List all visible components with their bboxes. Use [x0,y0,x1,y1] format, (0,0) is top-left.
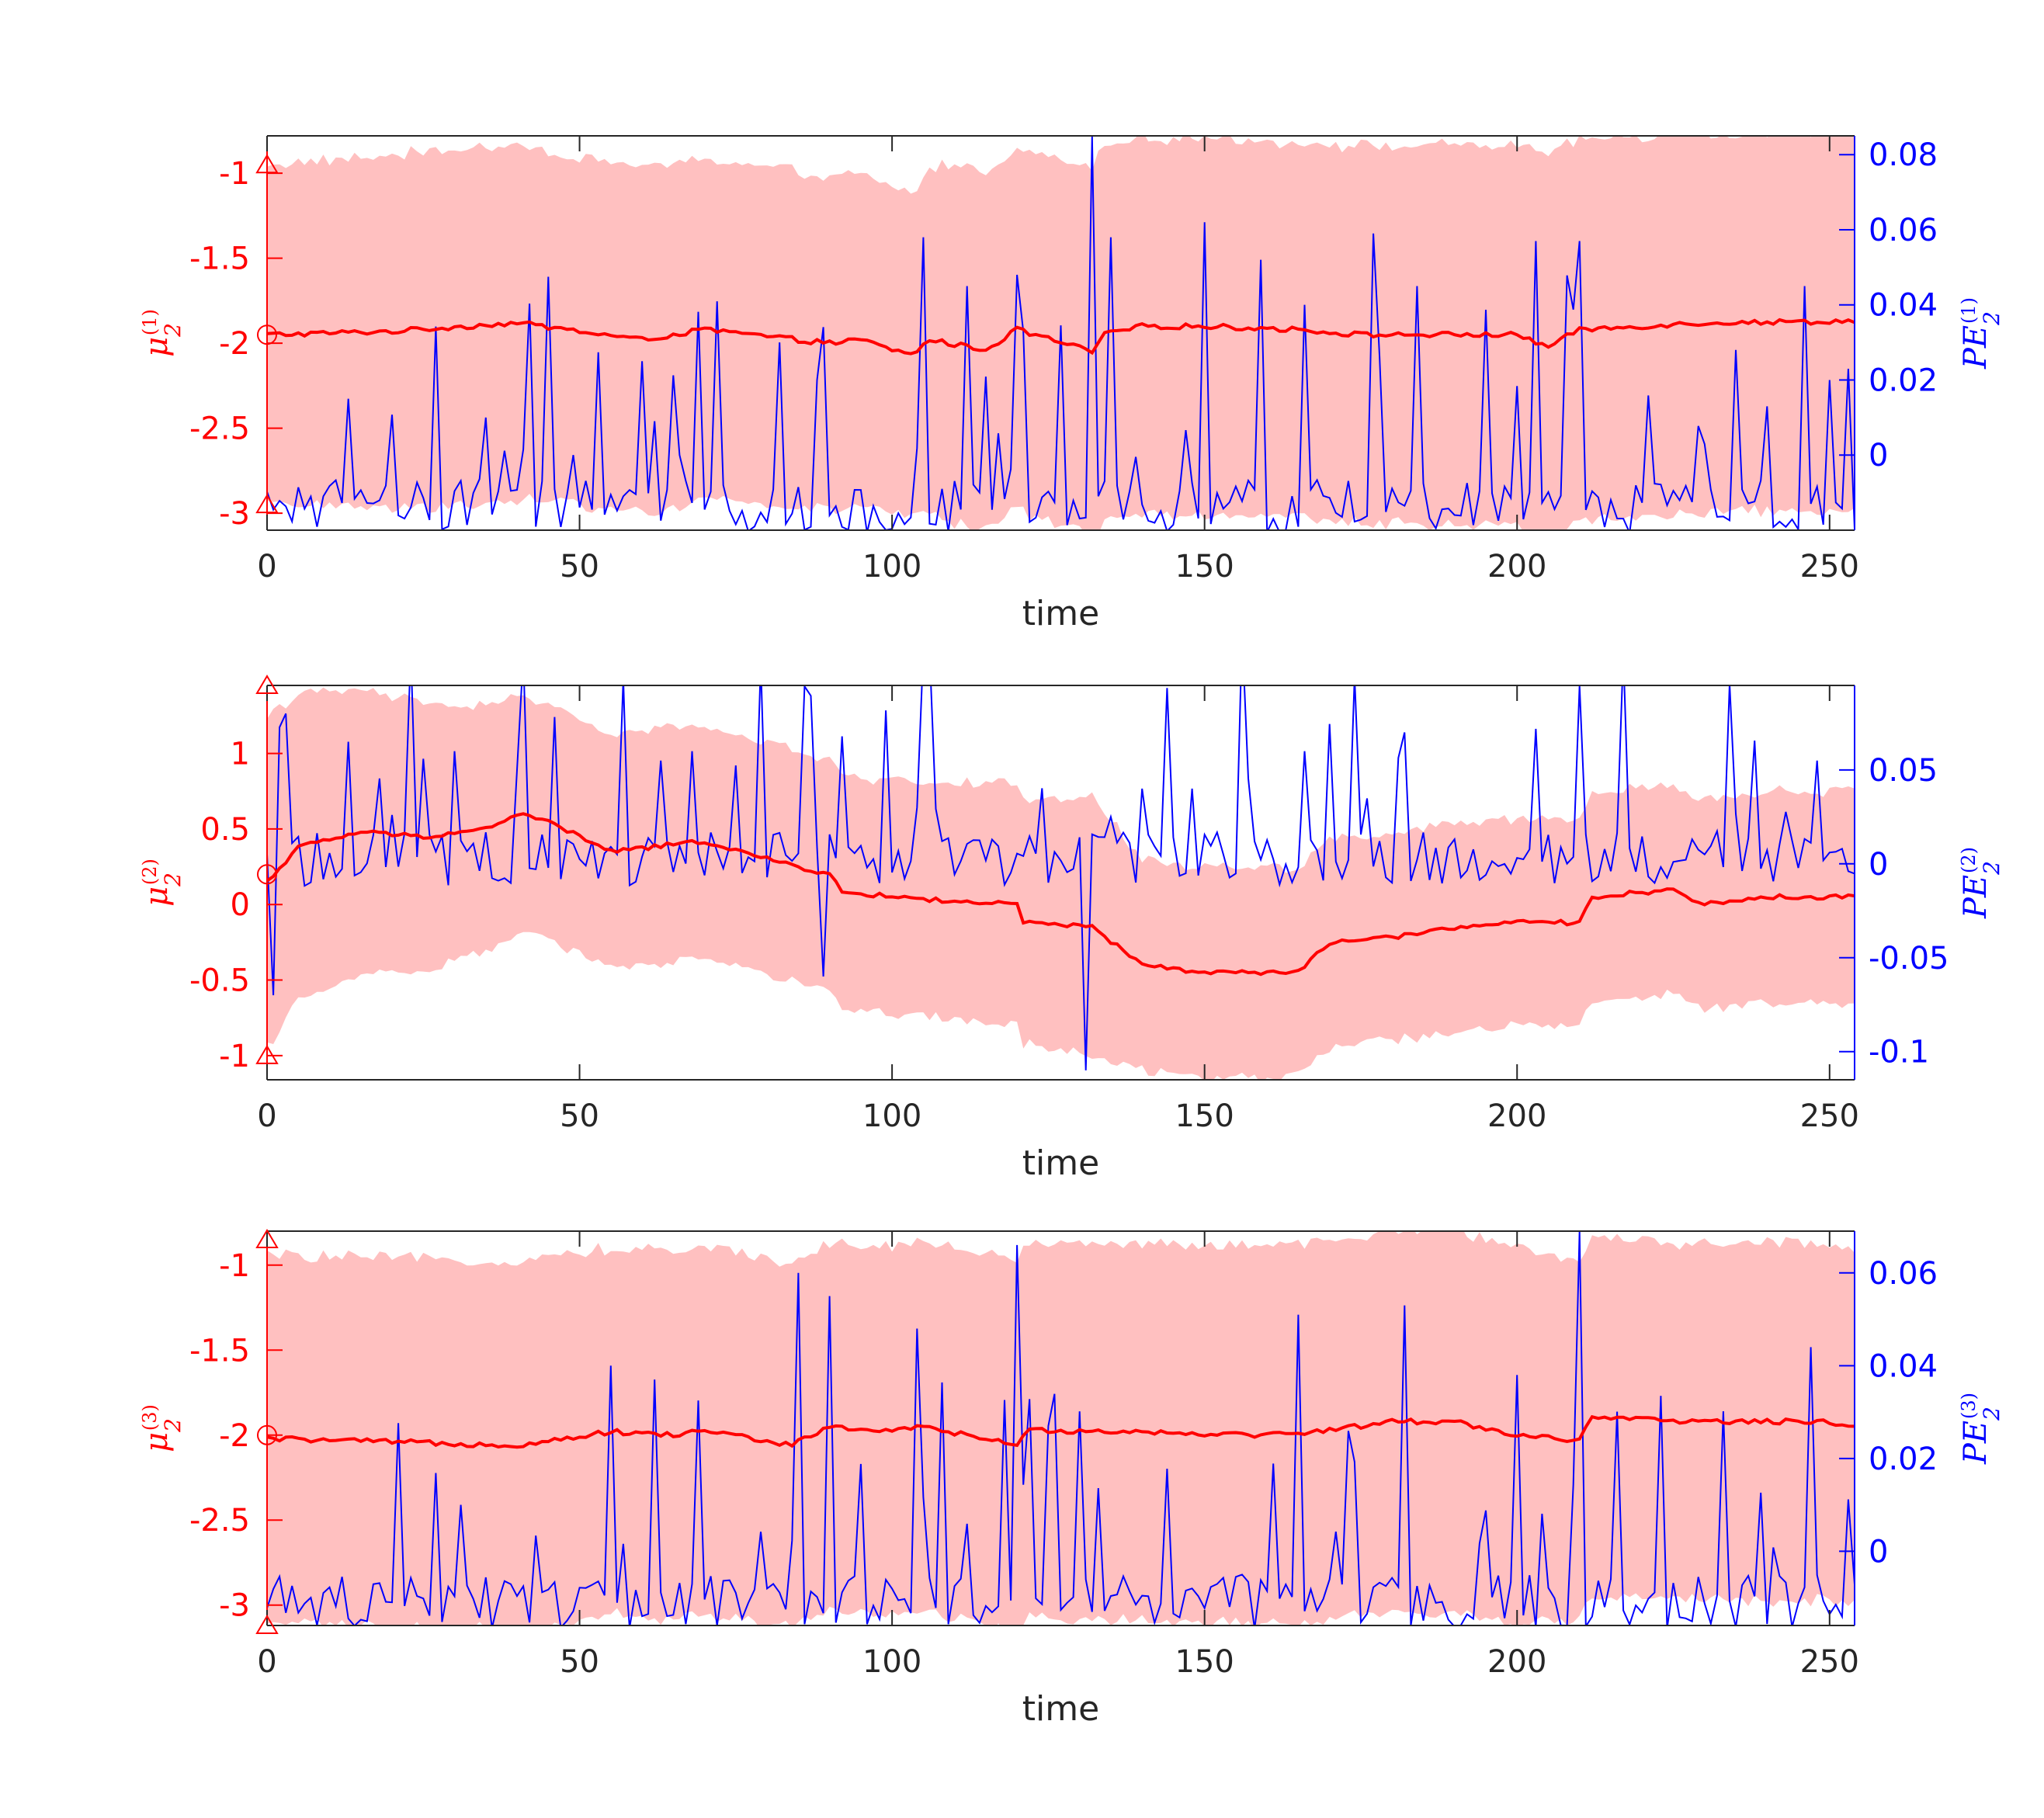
x-tick-label: 100 [862,549,921,585]
right-axis-label-base: PE [1958,875,1994,919]
left-axis-label: μ2(2) [139,859,186,907]
mean-line [267,812,1855,977]
right-tick-label: 0.06 [1869,213,1938,248]
left-axis-label: μ2(3) [139,1404,186,1452]
left-tick-label: -2 [219,326,250,362]
left-tick-label: -3 [219,496,250,532]
x-axis-label: time [1022,1143,1099,1183]
left-axis-label-sub: 2 [160,1418,186,1433]
right-axis-label-sup: (2) [1958,847,1980,873]
right-tick-label: 0.02 [1869,1442,1938,1477]
right-tick-label: 0 [1869,847,1888,883]
right-tick-label: 0.02 [1869,363,1938,398]
x-tick-label: 50 [560,1644,599,1680]
left-tick-label: -1.5 [189,241,250,277]
prior-triangle-marker [255,1615,279,1634]
left-axis-label-sup: (3) [139,1404,161,1431]
x-axis-label: time [1022,594,1099,633]
x-axis-label: time [1022,1689,1099,1729]
left-tick-label: -1.5 [189,1333,250,1369]
x-tick-label: 150 [1175,549,1234,585]
left-tick-label: -1 [219,1248,250,1284]
left-axis-label-base: μ [139,886,175,907]
right-axis-label-sup: (1) [1958,297,1980,324]
left-axis-label-sub: 2 [160,323,186,338]
prior-triangle-marker [255,675,279,694]
prior-circle-marker [257,1424,277,1445]
plot-area [267,136,1855,530]
left-axis-label-sup: (2) [139,859,161,885]
right-axis-label-sup: (3) [1958,1393,1980,1419]
prior-triangle-marker [255,1228,279,1248]
uncertainty-band [267,1231,1855,1625]
pe-line [267,685,1855,1070]
x-tick-label: 0 [257,1098,276,1134]
panels: 0 50 100 150 200 250time-1-1.5-2-2.5-30.080.0… [139,135,2004,1729]
right-axis-label-sub: 2 [1979,1407,2004,1421]
left-tick-label: -0.5 [189,963,250,999]
panel-1: 0 50 100 150 200 250 time -1 -1.5 -2 -2.5 -3 0.08 0.0… [139,135,2004,633]
x-tick-label: 200 [1487,549,1546,585]
left-tick-label: 1 [231,737,250,772]
left-axis-label-base: μ [139,1432,175,1452]
x-tick-label: 0 [257,549,276,585]
left-tick-label: -2.5 [189,411,250,447]
right-tick-label: 0.04 [1869,288,1938,324]
right-axis-label: PE2(3) [1958,1393,2004,1465]
x-tick-label: 250 [1800,1644,1859,1680]
left-tick-label: -1 [219,1039,250,1074]
x-tick-label: 50 [560,1098,599,1134]
left-axis-label-sup: (1) [139,309,161,335]
x-tick-label: 250 [1800,1098,1859,1134]
right-axis-label-sub: 2 [1979,311,2004,326]
left-axis-label-base: μ [139,337,175,357]
right-tick-label: 0 [1869,1534,1888,1570]
right-axis-label-base: PE [1958,1421,1994,1465]
left-tick-label: -2.5 [189,1503,250,1539]
left-tick-label: 0 [231,887,250,923]
panel-3: 0 50 100 150 200 250 time -1 -1.5 -2 -2.5 -3 0.06 0.0… [139,1228,2004,1729]
prior-circle-marker [257,324,277,345]
right-tick-label: 0 [1869,438,1888,474]
prior-triangle-marker [255,1044,279,1064]
panel-2: 0 50 100 150 200 250 time 1 0.5 0 -0.5 -1 0.05 0 -0.05… [139,675,2004,1183]
pe-line [267,1231,1855,1625]
left-axis-label: μ2(1) [139,309,186,357]
x-tick-label: 0 [257,1644,276,1680]
prior-circle-marker [257,864,277,885]
x-tick-label: 200 [1487,1098,1546,1134]
left-tick-label: -3 [219,1588,250,1624]
plot-area [267,1231,1855,1625]
right-axis-label: PE2(2) [1958,847,2004,919]
left-axis-label-sub: 2 [160,873,186,887]
x-tick-label: 100 [862,1644,921,1680]
plot-area [267,685,1855,1080]
right-tick-label: -0.05 [1869,941,1949,977]
right-tick-label: 0.05 [1869,753,1938,789]
prior-triangle-marker [255,154,279,174]
prior-triangle-marker [255,494,279,514]
right-axis-label-sub: 2 [1979,861,2004,876]
mean-line [267,1414,1855,1449]
x-tick-label: 200 [1487,1644,1546,1680]
x-tick-label: 250 [1800,549,1859,585]
right-tick-label: 0.08 [1869,137,1938,173]
x-tick-label: 150 [1175,1098,1234,1134]
uncertainty-band [267,687,1855,1080]
right-axis-label-base: PE [1958,325,1994,369]
left-tick-label: -1 [219,156,250,192]
left-tick-label: -2 [219,1418,250,1454]
pe-line [267,136,1855,530]
x-tick-label: 100 [862,1098,921,1134]
right-tick-label: 0.06 [1869,1256,1938,1292]
x-tick-label: 50 [560,549,599,585]
right-tick-label: 0.04 [1869,1348,1938,1384]
mean-line [267,317,1855,356]
right-axis-label: PE2(1) [1958,297,2004,369]
right-tick-label: -0.1 [1869,1035,1929,1070]
left-tick-label: 0.5 [200,812,250,848]
x-tick-label: 150 [1175,1644,1234,1680]
